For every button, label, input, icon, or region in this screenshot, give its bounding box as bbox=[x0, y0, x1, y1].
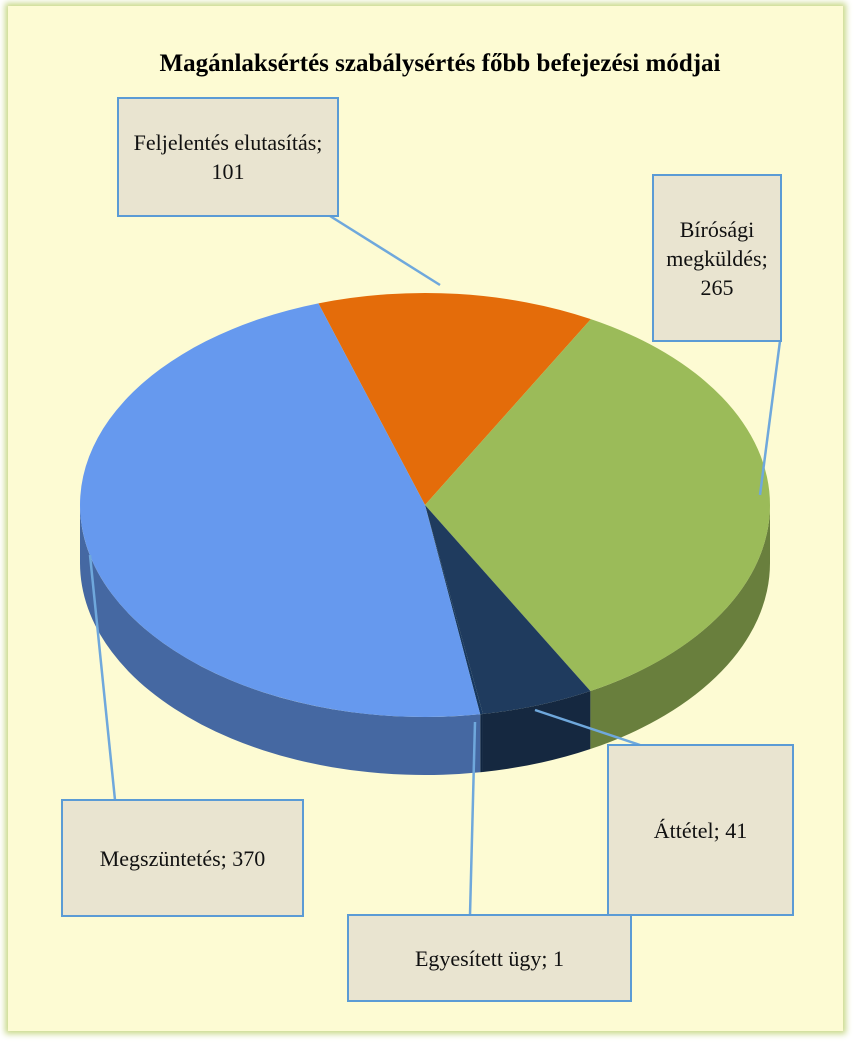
label-box bbox=[607, 744, 794, 916]
slice-side bbox=[590, 505, 770, 750]
data-label: Áttétel; 41 bbox=[653, 817, 748, 843]
data-label: Bírósági megküldés; 265 bbox=[666, 216, 768, 300]
data-label: Egyesített ügy; 1 bbox=[414, 945, 565, 971]
slice bbox=[425, 505, 483, 715]
data-label: Feljelentés elutasítás; 101 bbox=[133, 130, 323, 184]
chart-title: Magánlaksértés szabálysértés főbb befeje… bbox=[159, 50, 721, 77]
data-label: Megszüntetés; 370 bbox=[99, 845, 266, 871]
slice bbox=[318, 293, 591, 505]
slice-side bbox=[80, 505, 481, 775]
slice bbox=[425, 505, 591, 714]
slice bbox=[79, 303, 481, 717]
leader-line bbox=[88, 554, 117, 801]
label-box bbox=[652, 174, 782, 342]
leader-line bbox=[758, 340, 782, 496]
leader-line bbox=[534, 708, 641, 747]
slice-side bbox=[482, 691, 591, 772]
label-box bbox=[117, 97, 339, 217]
slice-side bbox=[480, 713, 483, 773]
leader-line bbox=[468, 721, 477, 916]
leader-line bbox=[329, 214, 441, 287]
slice bbox=[425, 319, 770, 692]
label-box bbox=[347, 914, 632, 1002]
label-box bbox=[61, 799, 304, 917]
